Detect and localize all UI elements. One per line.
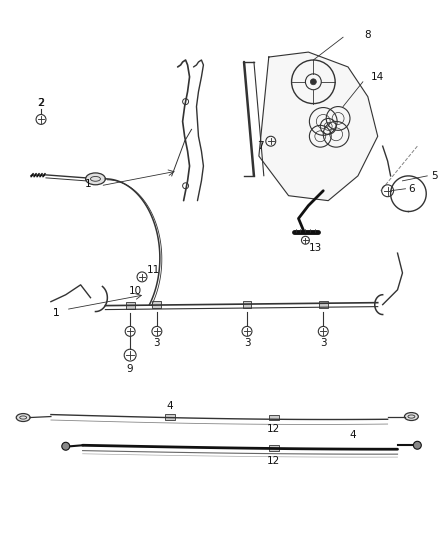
Circle shape	[413, 441, 421, 449]
Text: 12: 12	[267, 456, 280, 466]
Text: 7: 7	[258, 141, 264, 151]
Bar	[269, 415, 279, 421]
Bar	[126, 302, 134, 309]
Polygon shape	[259, 52, 378, 200]
Bar	[269, 445, 279, 451]
Bar	[243, 301, 251, 308]
Ellipse shape	[404, 413, 418, 421]
Ellipse shape	[85, 173, 106, 185]
Bar	[165, 414, 175, 419]
Ellipse shape	[16, 414, 30, 422]
Text: 3: 3	[154, 338, 160, 348]
Circle shape	[62, 442, 70, 450]
Text: 9: 9	[127, 364, 134, 374]
Text: 2: 2	[38, 98, 44, 108]
Circle shape	[311, 79, 316, 85]
Text: 12: 12	[267, 424, 280, 434]
Text: 6: 6	[408, 184, 415, 194]
Text: 3: 3	[244, 338, 250, 348]
Text: 1: 1	[53, 308, 59, 318]
Text: 14: 14	[371, 72, 385, 82]
Text: 10: 10	[128, 286, 141, 296]
Text: 1: 1	[53, 308, 59, 318]
Text: 1: 1	[85, 179, 92, 189]
Text: 3: 3	[320, 338, 327, 348]
Text: 11: 11	[147, 265, 161, 275]
Text: 4: 4	[166, 401, 173, 410]
Text: 13: 13	[309, 243, 322, 253]
Text: 5: 5	[431, 171, 438, 181]
Text: 8: 8	[364, 30, 371, 41]
Text: 4: 4	[350, 430, 356, 440]
Bar	[152, 301, 161, 308]
Bar	[319, 301, 328, 308]
Text: 2: 2	[38, 98, 44, 108]
